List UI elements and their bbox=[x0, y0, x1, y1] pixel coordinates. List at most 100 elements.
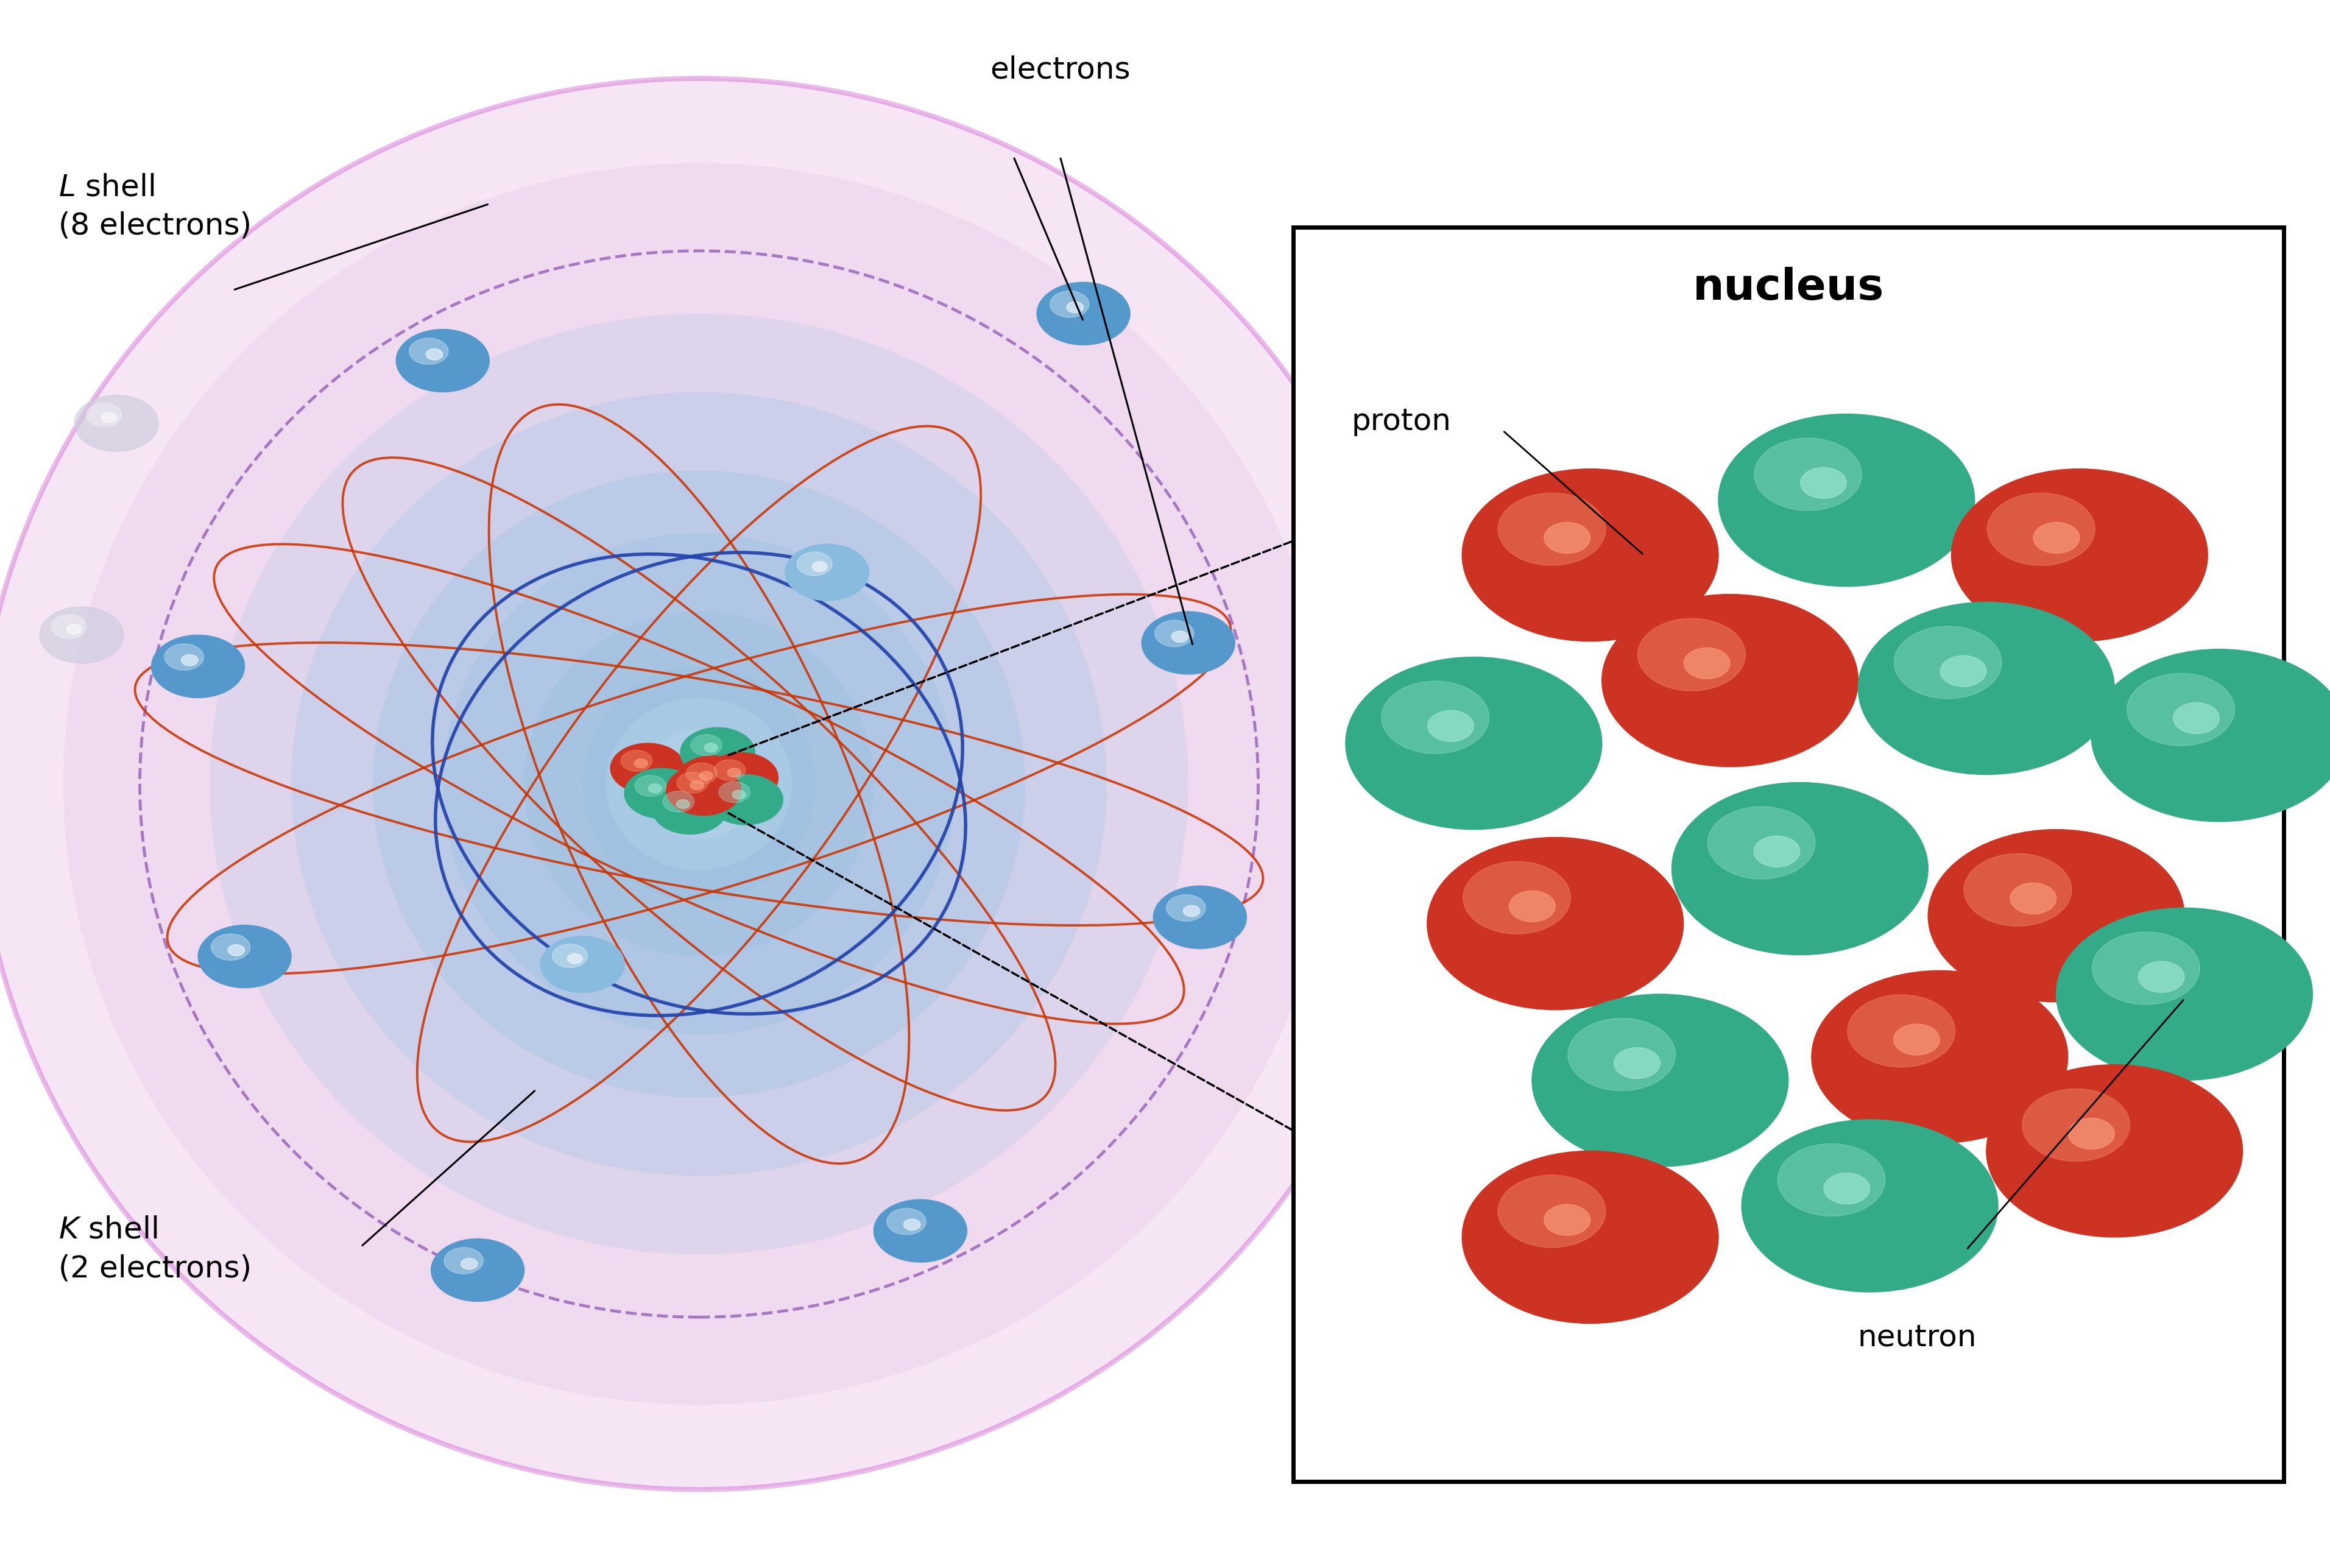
Circle shape bbox=[699, 771, 713, 781]
Circle shape bbox=[1673, 782, 1929, 955]
Circle shape bbox=[1813, 971, 2069, 1143]
Circle shape bbox=[1743, 1120, 1999, 1292]
Circle shape bbox=[1498, 492, 1605, 566]
Circle shape bbox=[704, 743, 718, 753]
Circle shape bbox=[1382, 681, 1489, 754]
Text: $\it{K}$ shell
(2 electrons): $\it{K}$ shell (2 electrons) bbox=[58, 1215, 252, 1283]
Circle shape bbox=[1778, 1143, 1885, 1217]
Circle shape bbox=[1463, 469, 1720, 641]
Ellipse shape bbox=[524, 612, 874, 956]
Circle shape bbox=[634, 759, 648, 768]
Circle shape bbox=[1428, 837, 1685, 1010]
Circle shape bbox=[704, 753, 778, 803]
Circle shape bbox=[797, 552, 832, 575]
Circle shape bbox=[634, 775, 666, 797]
Circle shape bbox=[1463, 861, 1570, 935]
Circle shape bbox=[396, 329, 489, 392]
Circle shape bbox=[1568, 1018, 1675, 1091]
Circle shape bbox=[1156, 621, 1193, 646]
Circle shape bbox=[198, 925, 291, 988]
Circle shape bbox=[713, 759, 746, 781]
Circle shape bbox=[620, 750, 652, 771]
Circle shape bbox=[165, 644, 203, 670]
Ellipse shape bbox=[0, 78, 1421, 1490]
Circle shape bbox=[676, 756, 750, 806]
Circle shape bbox=[624, 768, 699, 818]
Circle shape bbox=[431, 1239, 524, 1301]
Circle shape bbox=[2034, 522, 2081, 554]
Circle shape bbox=[690, 734, 722, 756]
Circle shape bbox=[813, 561, 827, 572]
Circle shape bbox=[75, 395, 158, 452]
Circle shape bbox=[68, 624, 82, 635]
Text: proton: proton bbox=[1351, 408, 1452, 436]
Circle shape bbox=[1153, 886, 1247, 949]
Circle shape bbox=[1172, 630, 1188, 643]
Ellipse shape bbox=[641, 729, 757, 839]
Text: nucleus: nucleus bbox=[1692, 267, 1885, 309]
Circle shape bbox=[2057, 908, 2314, 1080]
Circle shape bbox=[648, 784, 662, 793]
Circle shape bbox=[2011, 883, 2057, 914]
Circle shape bbox=[652, 784, 727, 834]
Ellipse shape bbox=[291, 392, 1107, 1176]
Circle shape bbox=[1167, 895, 1205, 920]
Circle shape bbox=[1953, 469, 2209, 641]
Circle shape bbox=[1545, 1204, 1591, 1236]
Circle shape bbox=[1545, 522, 1591, 554]
Circle shape bbox=[888, 1209, 925, 1234]
Circle shape bbox=[676, 771, 708, 793]
Circle shape bbox=[1708, 806, 1815, 880]
Circle shape bbox=[1067, 301, 1083, 314]
Circle shape bbox=[2127, 673, 2234, 746]
Circle shape bbox=[461, 1258, 478, 1270]
Circle shape bbox=[2092, 649, 2330, 822]
Circle shape bbox=[1894, 626, 2001, 699]
Circle shape bbox=[86, 403, 121, 426]
Circle shape bbox=[1754, 836, 1801, 867]
Circle shape bbox=[1859, 602, 2116, 775]
Circle shape bbox=[1533, 994, 1789, 1167]
Circle shape bbox=[40, 607, 123, 663]
Ellipse shape bbox=[373, 470, 1025, 1098]
Ellipse shape bbox=[582, 666, 815, 902]
Circle shape bbox=[1615, 1047, 1659, 1079]
Circle shape bbox=[1929, 829, 2186, 1002]
Circle shape bbox=[182, 654, 198, 666]
Text: neutron: neutron bbox=[1857, 1323, 1976, 1352]
Ellipse shape bbox=[443, 533, 955, 1035]
Circle shape bbox=[151, 635, 245, 698]
Circle shape bbox=[51, 615, 86, 638]
Circle shape bbox=[569, 953, 582, 964]
Circle shape bbox=[1051, 292, 1088, 317]
Ellipse shape bbox=[210, 314, 1188, 1254]
Circle shape bbox=[1964, 853, 2071, 927]
Circle shape bbox=[212, 935, 249, 960]
Circle shape bbox=[904, 1218, 920, 1231]
Circle shape bbox=[662, 790, 694, 812]
Circle shape bbox=[1848, 994, 1955, 1068]
Circle shape bbox=[2092, 931, 2200, 1005]
Circle shape bbox=[1037, 282, 1130, 345]
Circle shape bbox=[785, 544, 869, 601]
Circle shape bbox=[1428, 710, 1475, 742]
Circle shape bbox=[410, 339, 447, 364]
Circle shape bbox=[1685, 648, 1729, 679]
Ellipse shape bbox=[606, 698, 792, 870]
Circle shape bbox=[1824, 1173, 1871, 1204]
Circle shape bbox=[1184, 905, 1200, 917]
Circle shape bbox=[2022, 1088, 2130, 1162]
Circle shape bbox=[1801, 467, 1848, 499]
Circle shape bbox=[718, 781, 750, 803]
Text: $\it{L}$ shell
(8 electrons): $\it{L}$ shell (8 electrons) bbox=[58, 172, 252, 240]
Bar bbox=[1293, 227, 2283, 1482]
Circle shape bbox=[676, 800, 690, 809]
Ellipse shape bbox=[63, 163, 1335, 1405]
Circle shape bbox=[2069, 1118, 2116, 1149]
Circle shape bbox=[708, 775, 783, 825]
Circle shape bbox=[1142, 612, 1235, 674]
Circle shape bbox=[1498, 1174, 1605, 1248]
Circle shape bbox=[2139, 961, 2186, 993]
Circle shape bbox=[1720, 414, 1976, 586]
Circle shape bbox=[1941, 655, 1985, 687]
